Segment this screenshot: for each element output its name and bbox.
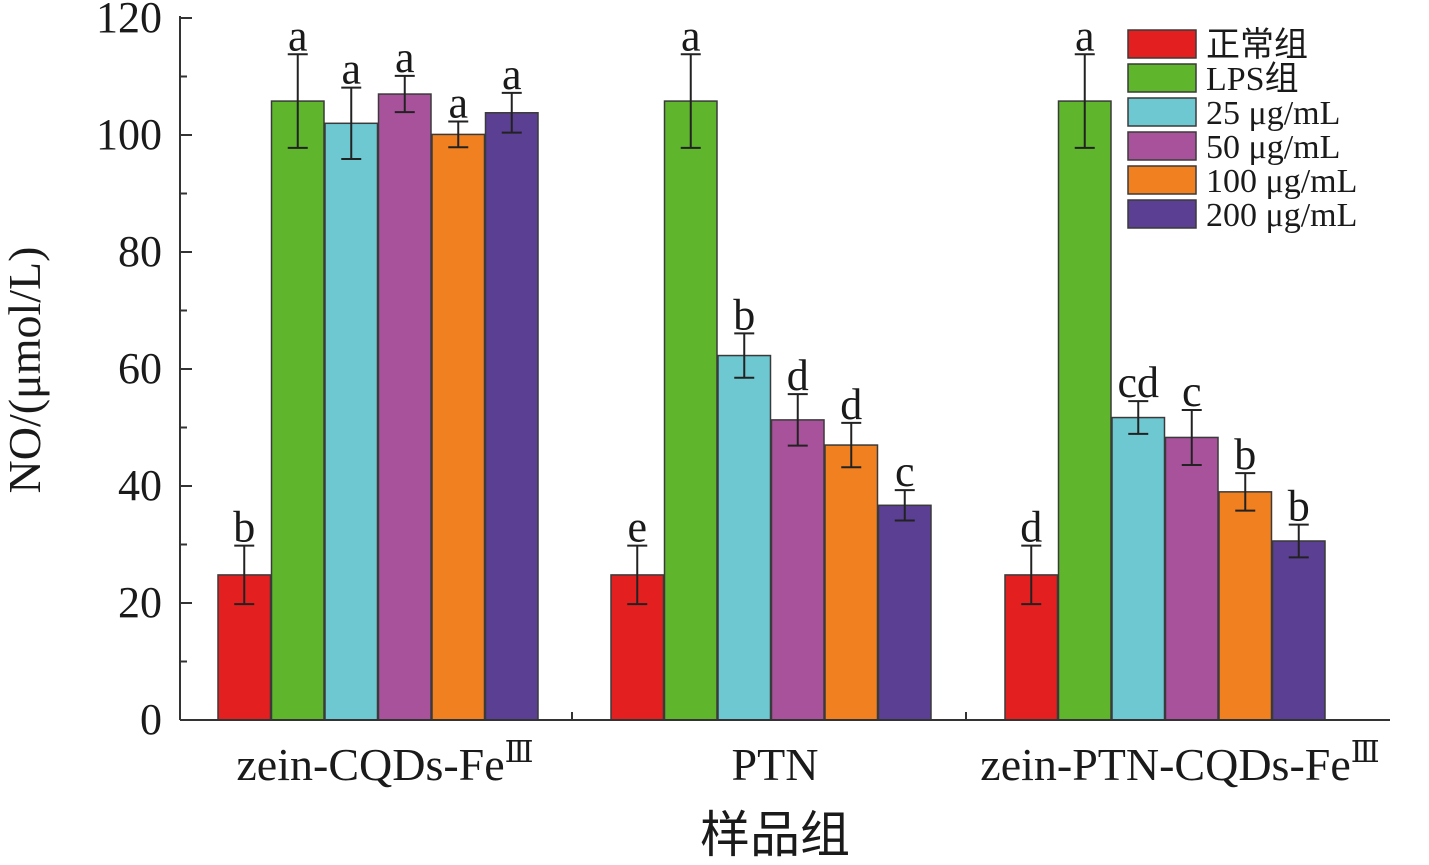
legend-label: 100 μg/mL — [1206, 163, 1357, 200]
bar — [770, 419, 825, 721]
x-category-label: PTN — [732, 739, 819, 790]
legend-swatch — [1127, 97, 1197, 127]
legend-label: 正常组 — [1206, 26, 1308, 64]
y-tick-label: 60 — [118, 344, 162, 393]
significance-letter: c — [1182, 367, 1202, 416]
legend-swatch — [1127, 199, 1197, 229]
significance-letter: e — [627, 503, 647, 552]
significance-letter: a — [395, 33, 415, 82]
legend-label: 25 μg/mL — [1206, 95, 1340, 132]
legend-swatch — [1127, 165, 1197, 195]
bar — [1218, 491, 1273, 721]
bar — [1271, 540, 1326, 721]
bar — [431, 133, 486, 721]
significance-letter: d — [1020, 503, 1042, 552]
legend-swatch — [1127, 63, 1197, 93]
significance-letter: b — [733, 290, 755, 339]
significance-letter: b — [1288, 482, 1310, 531]
y-tick-label: 0 — [140, 695, 162, 744]
significance-letter: a — [1075, 11, 1095, 60]
bar — [717, 354, 772, 721]
significance-letter: cd — [1117, 358, 1159, 407]
error-bars — [234, 53, 1309, 606]
y-tick-label: 20 — [118, 578, 162, 627]
bar — [663, 100, 718, 721]
y-axis-ticks: 0 20 40 60 80 100 120 — [96, 0, 192, 744]
y-tick-label: 80 — [118, 227, 162, 276]
x-category-label: zein-CQDs-FeⅢ — [236, 736, 533, 790]
significance-letter: a — [502, 50, 522, 99]
x-axis-category-labels: zein-CQDs-FeⅢ PTN zein-PTN-CQDs-FeⅢ — [236, 736, 1379, 790]
legend-swatch — [1127, 29, 1197, 59]
bar — [377, 93, 432, 721]
legend-swatch — [1127, 131, 1197, 161]
bar — [877, 504, 932, 721]
bar — [1111, 416, 1166, 721]
significance-letter: b — [1234, 430, 1256, 479]
bar — [1057, 100, 1112, 721]
bar — [217, 574, 272, 721]
legend-label: 200 μg/mL — [1206, 197, 1357, 234]
significance-letter: c — [895, 447, 915, 496]
legend-label: 50 μg/mL — [1206, 129, 1340, 166]
bar — [1164, 436, 1219, 721]
y-axis-title: NO/(μmol/L) — [0, 247, 50, 494]
significance-letter: b — [233, 503, 255, 552]
significance-letter: d — [840, 380, 862, 429]
x-category-label: zein-PTN-CQDs-FeⅢ — [980, 736, 1379, 790]
bar — [324, 122, 379, 721]
y-tick-label: 40 — [118, 461, 162, 510]
legend-label: LPS组 — [1206, 60, 1299, 98]
bar — [824, 444, 879, 721]
significance-letter: a — [288, 11, 308, 60]
significance-letter: a — [448, 79, 468, 128]
bar — [484, 112, 539, 721]
significance-letter: a — [341, 45, 361, 94]
y-tick-label: 120 — [96, 0, 162, 42]
axes — [179, 16, 1390, 721]
bar — [270, 100, 325, 721]
significance-letter: d — [787, 351, 809, 400]
x-axis-title: 样品组 — [700, 807, 850, 863]
y-tick-label: 100 — [96, 110, 162, 159]
significance-letter: a — [681, 11, 701, 60]
